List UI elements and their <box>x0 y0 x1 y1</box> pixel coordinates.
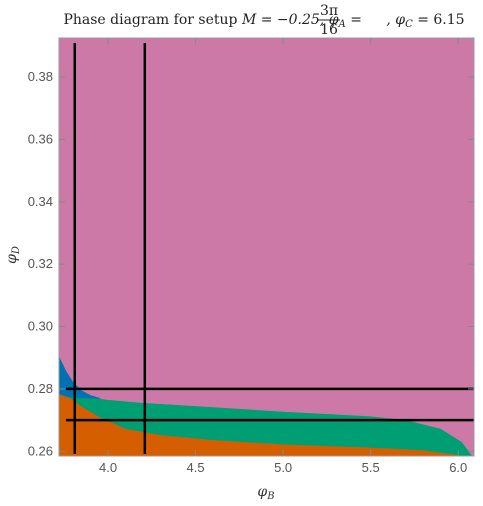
y-tick-label: 0.36 <box>28 131 53 146</box>
region-pink <box>59 38 474 456</box>
x-tick-label: 6.0 <box>449 460 467 475</box>
y-axis-label-main: φ <box>4 254 20 264</box>
y-tick-label: 0.28 <box>28 381 53 396</box>
y-tick-label: 0.34 <box>28 194 53 209</box>
x-tick-label: 4.0 <box>99 460 117 475</box>
title-frac-num: 3π <box>320 3 338 19</box>
x-tick-label: 5.5 <box>362 460 380 475</box>
region-layer <box>59 38 474 456</box>
title-eq-c: = 6.15 <box>413 12 465 28</box>
title-rest: , φ <box>386 12 405 28</box>
plot-frame <box>58 37 475 457</box>
y-tick-label: 0.32 <box>28 256 53 271</box>
x-tick-label: 4.5 <box>187 460 205 475</box>
title-prefix: Phase diagram for setup <box>63 12 242 28</box>
x-axis-ticks: 4.0 4.5 5.0 5.5 6.0 <box>99 38 467 475</box>
y-tick-label: 0.30 <box>28 319 53 334</box>
threshold-lines <box>66 43 474 454</box>
title-math: M = −0.25, φ <box>241 12 339 28</box>
y-tick-label: 0.26 <box>28 443 53 458</box>
x-axis-label-main: φ <box>257 484 267 500</box>
title-sub-c: C <box>405 19 413 30</box>
y-tick-label: 0.38 <box>28 69 53 84</box>
y-axis-label-sub: D <box>11 246 22 255</box>
title-eq-a: = <box>346 12 367 28</box>
chart-title: Phase diagram for setup M = −0.25, φA = … <box>63 12 464 30</box>
x-tick-label: 5.0 <box>274 460 292 475</box>
title-frac-den: 16 <box>320 22 338 38</box>
frame-border <box>58 37 475 457</box>
y-axis-label: φD <box>4 246 22 264</box>
region-orange <box>59 394 466 456</box>
title-sub-a: A <box>338 19 346 30</box>
x-axis-label-sub: B <box>266 491 274 502</box>
y-axis-ticks: 0.26 0.28 0.30 0.32 0.34 0.36 0.38 <box>28 69 474 458</box>
x-axis-label: φB <box>257 484 274 502</box>
